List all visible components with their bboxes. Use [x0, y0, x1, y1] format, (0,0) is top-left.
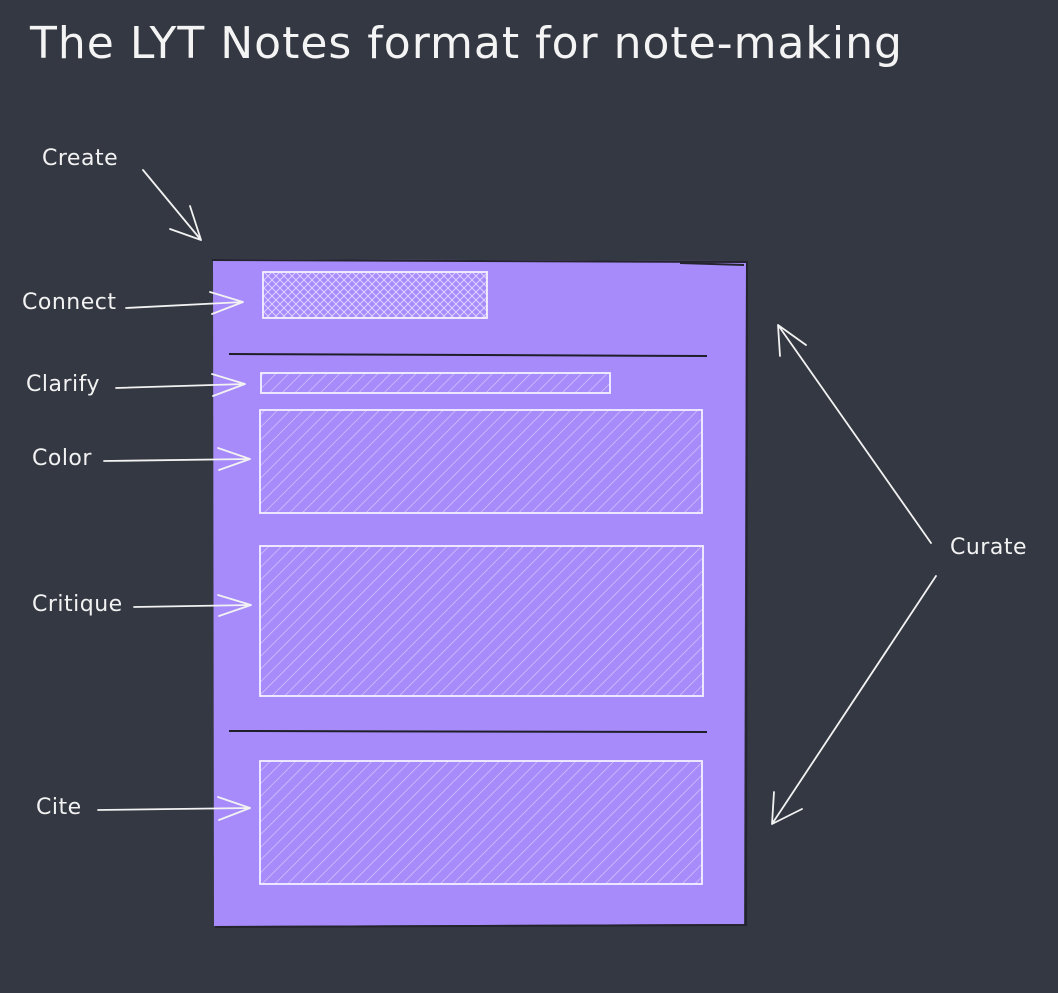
- label-clarify: Clarify: [26, 372, 100, 397]
- critique-block: [259, 545, 704, 697]
- note-card-top-sketch: [679, 262, 745, 266]
- clarify-block: [260, 372, 611, 394]
- critique-arrow: [133, 594, 252, 617]
- color-block: [259, 409, 703, 514]
- cite-block: [259, 760, 703, 885]
- curate-arrow-up: [777, 324, 932, 544]
- diagram-title: The LYT Notes format for note-making: [30, 18, 903, 69]
- connect-block: [262, 271, 488, 319]
- label-connect: Connect: [22, 290, 117, 315]
- note-card-edge: [211, 259, 749, 928]
- label-critique: Critique: [32, 592, 123, 617]
- connect-arrow: [125, 291, 244, 315]
- divider-top: [228, 353, 708, 357]
- label-curate: Curate: [950, 535, 1027, 560]
- label-cite: Cite: [36, 795, 82, 820]
- color-arrow: [103, 447, 251, 471]
- cite-arrow: [97, 796, 251, 821]
- clarify-arrow: [115, 373, 246, 397]
- label-create: Create: [42, 146, 119, 171]
- create-arrow: [142, 169, 202, 241]
- label-color: Color: [32, 446, 92, 471]
- curate-arrow-down: [771, 575, 937, 825]
- divider-bottom: [228, 730, 708, 733]
